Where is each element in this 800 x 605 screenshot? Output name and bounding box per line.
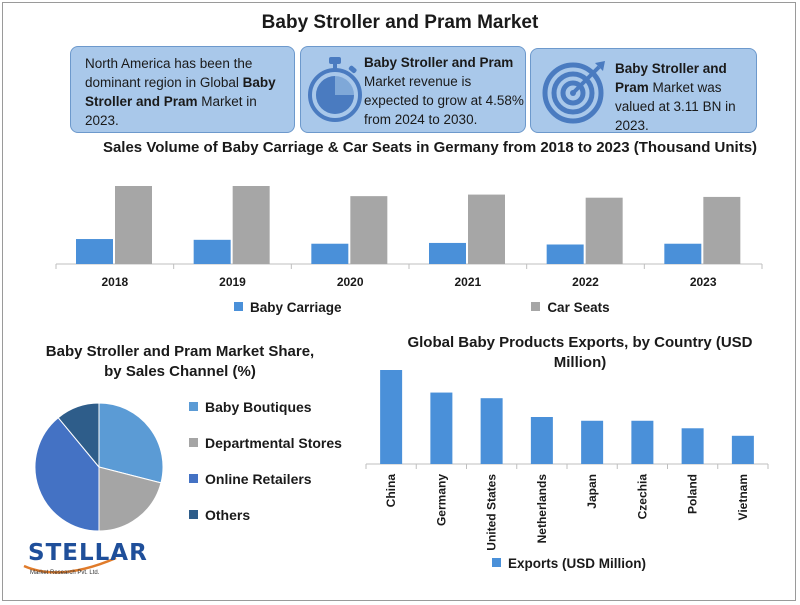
- bar-car-seats: [585, 197, 623, 264]
- card-text: North America has been the dominant regi…: [85, 54, 286, 130]
- bar-car-seats: [468, 194, 505, 264]
- bar-baby-carriage: [664, 243, 702, 264]
- x-tick-label: 2018: [101, 275, 128, 289]
- bar-exports: [731, 435, 754, 464]
- target-icon: [541, 57, 609, 130]
- card-text-span: Market in 2023.: [85, 94, 257, 128]
- bar-exports: [581, 420, 604, 464]
- card-text-span: North America has been the dominant regi…: [85, 56, 253, 90]
- legend-item-baby-carriage: Baby Carriage: [234, 300, 342, 315]
- stellar-logo: STELLAR Market Research Pvt. Ltd.: [20, 540, 147, 585]
- info-card-region: North America has been the dominant regi…: [70, 46, 295, 133]
- pie-slice-departmental-stores: [98, 466, 162, 532]
- sales-chart-title: Sales Volume of Baby Carriage & Car Seat…: [102, 139, 758, 156]
- bar-exports: [430, 392, 453, 464]
- bar-baby-carriage: [546, 244, 584, 264]
- exports-chart-legend: Exports (USD Million): [492, 556, 646, 571]
- bar-exports: [380, 370, 403, 464]
- bar-exports: [681, 428, 704, 464]
- card-text-span: Market revenue is expected to grow at 4.…: [364, 74, 524, 127]
- info-card-growth: Baby Stroller and Pram Market revenue is…: [300, 46, 526, 133]
- x-tick-label: 2023: [690, 275, 717, 289]
- x-tick-label: China: [384, 474, 398, 508]
- x-tick-label: Vietnam: [736, 474, 750, 520]
- bar-car-seats: [115, 186, 152, 264]
- legend-item-others: Others: [189, 507, 342, 543]
- card-text-span: Market was valued at 3.11 BN in 2023.: [615, 80, 736, 133]
- x-tick-label: Netherlands: [535, 474, 549, 544]
- legend-item-departmental-stores: Departmental Stores: [189, 435, 342, 471]
- pie-slice-baby-boutiques: [98, 402, 164, 484]
- x-tick-label: Japan: [585, 474, 599, 509]
- bar-car-seats: [703, 196, 741, 264]
- card-text-bold: Baby Stroller and Pram: [615, 61, 727, 95]
- x-tick-label: Poland: [686, 474, 700, 514]
- logo-wordmark: STELLAR: [28, 540, 148, 566]
- info-card-value: Baby Stroller and Pram Market was valued…: [530, 48, 757, 133]
- legend-item-car-seats: Car Seats: [531, 300, 610, 315]
- pie-slice-others: [57, 402, 100, 469]
- x-tick-label: 2021: [454, 275, 481, 289]
- card-text: Baby Stroller and Pram Market revenue is…: [364, 53, 524, 129]
- pie-chart-title: Baby Stroller and Pram Market Share, by …: [45, 343, 315, 380]
- card-text-bold: Baby Stroller and Pram: [85, 75, 276, 109]
- exports-chart-title: Global Baby Products Exports, by Country…: [407, 334, 753, 371]
- bar-baby-carriage: [193, 239, 231, 264]
- legend-item-exports: Exports (USD Million): [492, 556, 646, 571]
- bar-exports: [480, 398, 503, 464]
- bar-car-seats: [350, 196, 388, 264]
- bar-baby-carriage: [429, 242, 466, 264]
- logo-subtext: Market Research Pvt. Ltd.: [30, 570, 100, 576]
- x-tick-label: 2022: [572, 275, 599, 289]
- stopwatch-icon: [307, 55, 363, 128]
- pie-legend: Baby Boutiques Departmental Stores Onlin…: [189, 399, 342, 543]
- x-tick-label: 2020: [337, 275, 364, 289]
- sales-chart-legend: Baby Carriage Car Seats: [234, 300, 610, 315]
- legend-item-baby-boutiques: Baby Boutiques: [189, 399, 342, 435]
- card-text-bold: Baby Stroller and Pram: [364, 55, 514, 70]
- pie-slice-online-retailers: [34, 416, 100, 532]
- x-tick-label: Germany: [434, 474, 448, 526]
- bar-exports: [530, 417, 553, 464]
- legend-item-online-retailers: Online Retailers: [189, 471, 342, 507]
- bar-car-seats: [232, 186, 270, 264]
- bar-baby-carriage: [76, 239, 113, 264]
- page-title: Baby Stroller and Pram Market: [261, 12, 539, 33]
- card-text: Baby Stroller and Pram Market was valued…: [615, 59, 755, 135]
- x-tick-label: 2019: [219, 275, 246, 289]
- x-tick-label: United States: [485, 474, 499, 551]
- bar-exports: [631, 420, 654, 464]
- x-tick-label: Czechia: [635, 474, 649, 520]
- bar-baby-carriage: [311, 243, 349, 264]
